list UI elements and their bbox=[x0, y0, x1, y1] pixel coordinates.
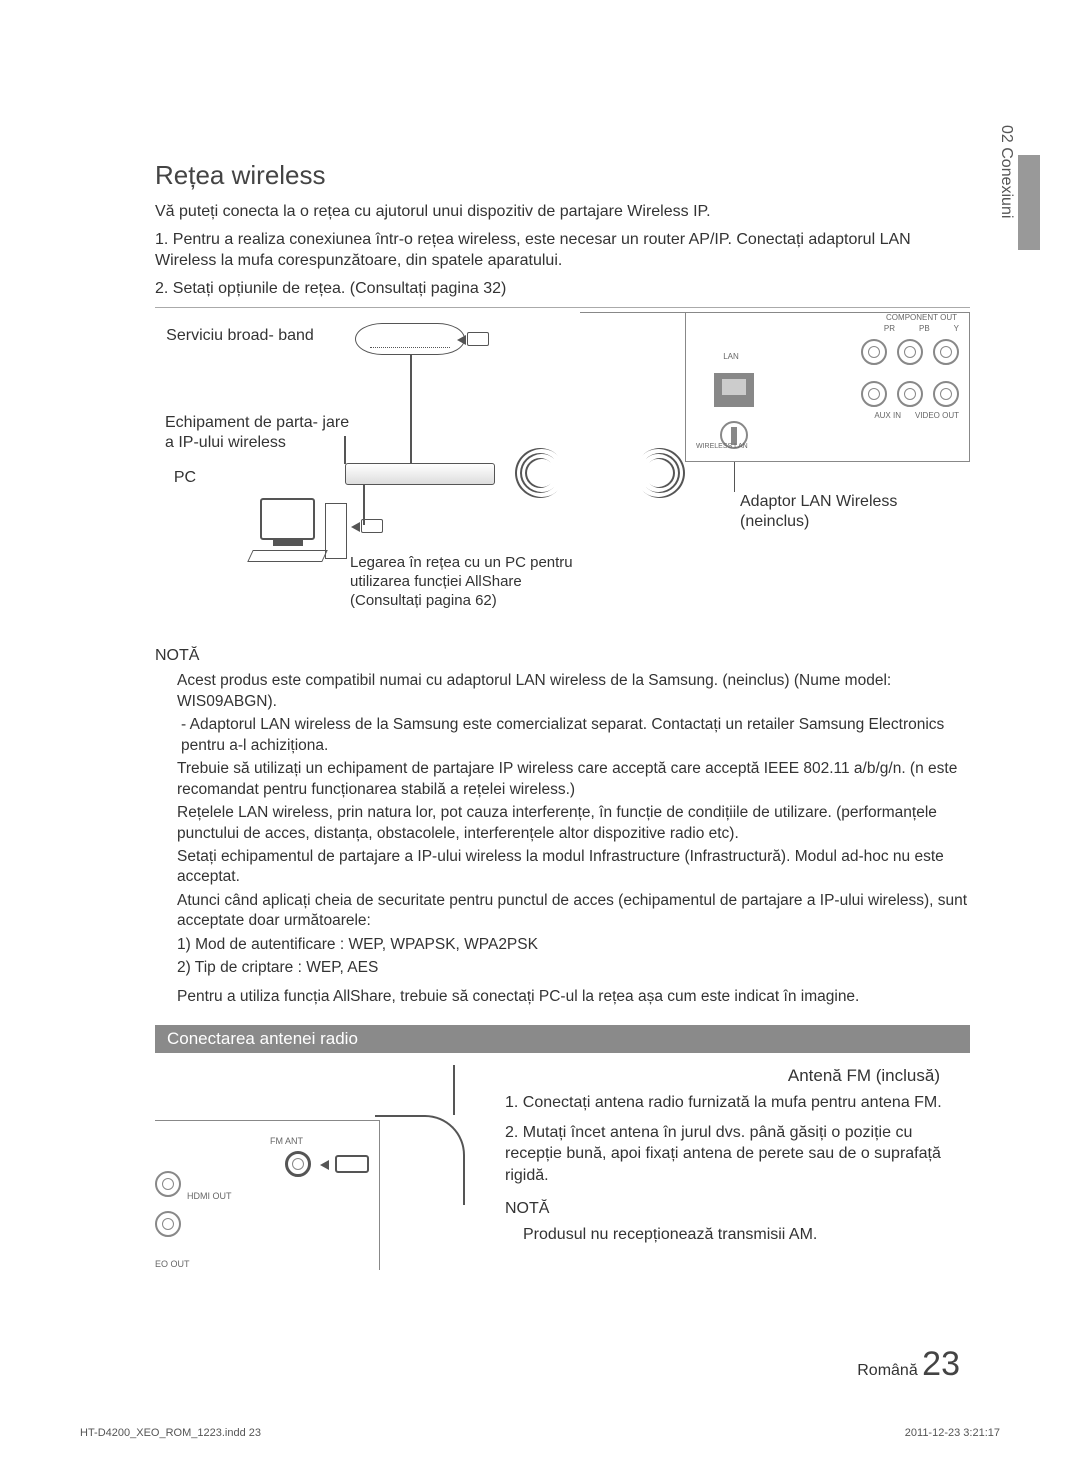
fm-note: Produsul nu recepționează transmisii AM. bbox=[505, 1224, 970, 1246]
fm-ant-jack-icon bbox=[285, 1151, 311, 1177]
router-icon bbox=[345, 463, 495, 485]
fm-note-heading: NOTĂ bbox=[505, 1198, 970, 1220]
note-3: Rețelele LAN wireless, prin natura lor, … bbox=[177, 803, 970, 844]
note-5a: 1) Mod de autentificare : WEP, WPAPSK, W… bbox=[177, 935, 970, 955]
label-broadband: Serviciu broad- band bbox=[165, 326, 315, 346]
note-1b: - Adaptorul LAN wireless de la Samsung e… bbox=[177, 715, 970, 756]
intro-text: Vă puteți conecta la o rețea cu ajutorul… bbox=[155, 201, 970, 223]
fm-title: Antenă FM (inclusă) bbox=[505, 1065, 970, 1088]
note-5: Atunci când aplicați cheia de securitate… bbox=[177, 891, 970, 932]
label-pc: PC bbox=[145, 468, 225, 488]
jack-icon bbox=[155, 1171, 181, 1197]
label-component-out: COMPONENT OUT bbox=[686, 313, 969, 322]
label-sharer: Echipament de parta- jare a IP-ului wire… bbox=[165, 413, 355, 453]
note-1: Acest produs este compatibil numai cu ad… bbox=[177, 671, 970, 712]
footer-file: HT-D4200_XEO_ROM_1223.indd 23 bbox=[80, 1427, 261, 1439]
modem-icon bbox=[355, 323, 465, 355]
note-2: Trebuie să utilizați un echipament de pa… bbox=[177, 759, 970, 800]
fm-step-2: 2. Mutați încet antena în jurul dvs. pân… bbox=[505, 1122, 970, 1187]
back-panel: COMPONENT OUT LAN PR PB Y AUX IN VIDEO O… bbox=[685, 312, 970, 462]
fm-panel: FM ANT HDMI OUT EO OUT bbox=[155, 1120, 380, 1270]
label-eo-out: EO OUT bbox=[155, 1259, 190, 1269]
page-number: Română 23 bbox=[857, 1345, 960, 1384]
page-content: Rețea wireless Vă puteți conecta la o re… bbox=[0, 0, 1080, 1355]
fm-plug-icon bbox=[335, 1155, 369, 1173]
label-hdmi-out: HDMI OUT bbox=[187, 1191, 232, 1201]
footer-date: 2011-12-23 3:21:17 bbox=[905, 1427, 1000, 1439]
wireless-diagram: Serviciu broad- band Echipament de parta… bbox=[155, 307, 970, 637]
label-adapter: Adaptor LAN Wireless (neinclus) bbox=[740, 492, 970, 532]
footer: HT-D4200_XEO_ROM_1223.indd 23 2011-12-23… bbox=[0, 1427, 1080, 1439]
note-5b: 2) Tip de criptare : WEP, AES bbox=[177, 958, 970, 978]
label-wlan: WIRELESS LAN bbox=[696, 443, 748, 450]
jack-icon bbox=[155, 1211, 181, 1237]
heading-wireless: Rețea wireless bbox=[155, 160, 970, 191]
fm-step-1: 1. Conectați antena radio furnizată la m… bbox=[505, 1092, 970, 1114]
lan-port-icon bbox=[714, 373, 754, 407]
note-section: NOTĂ Acest produs este compatibil numai … bbox=[155, 647, 970, 1007]
fm-section: FM ANT HDMI OUT EO OUT Antenă FM (inclus… bbox=[155, 1065, 970, 1295]
step-1: 1. Pentru a realiza conexiunea într-o re… bbox=[155, 229, 970, 272]
subheader-antenna: Conectarea antenei radio bbox=[155, 1025, 970, 1053]
note-4: Setați echipamentul de partajare a IP-ul… bbox=[177, 847, 970, 888]
note-6: Pentru a utiliza funcția AllShare, trebu… bbox=[177, 987, 970, 1007]
step-2: 2. Setați opțiunile de rețea. (Consultaț… bbox=[155, 278, 970, 300]
fm-wire-icon bbox=[375, 1115, 465, 1205]
plug-icon bbox=[467, 332, 489, 346]
label-fm-ant: FM ANT bbox=[270, 1136, 303, 1146]
pc-monitor-icon bbox=[260, 498, 315, 540]
note-heading: NOTĂ bbox=[155, 647, 970, 665]
label-allshare: Legarea în rețea cu un PC pentru utiliza… bbox=[350, 554, 590, 610]
